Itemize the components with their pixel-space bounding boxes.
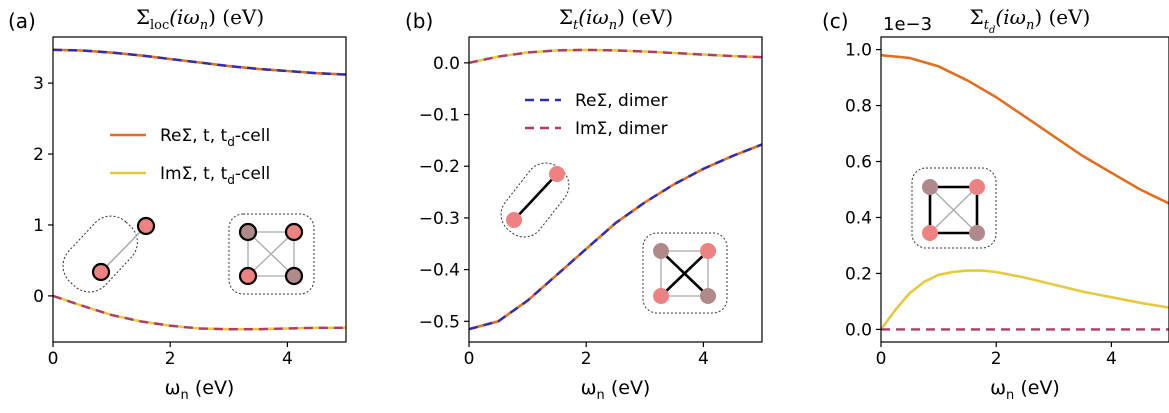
y-tick-label: 2 (33, 145, 44, 165)
y-tick-label: 1.0 (845, 41, 872, 61)
x-tick-label: 0 (48, 349, 59, 369)
inset-site-node (284, 266, 304, 286)
series-line-2 (469, 143, 762, 331)
legend-entry: ReΣ, dimer (575, 91, 668, 111)
y-tick-label: −0.2 (419, 157, 460, 177)
y-tick-label: −0.3 (419, 209, 460, 229)
y-tick-label: −0.1 (419, 106, 460, 126)
y-tick-label: 3 (33, 74, 44, 94)
series-line-1 (881, 53, 1169, 205)
x-tick-label: 2 (991, 349, 1002, 369)
series-line-2 (881, 269, 1169, 331)
panel-3: 0 2 4 0.0 0.2 0.4 0.6 0.8 1.0 ωn (eV) Σtd(iωn) (eV… (822, 5, 1169, 403)
inset-plaquette-boundary (228, 213, 315, 295)
inset-bond (660, 250, 709, 297)
inset-site-node (700, 243, 716, 259)
inset-site-node (91, 262, 111, 282)
y-tick-label: 0.2 (845, 264, 872, 284)
y-tick-label: 0.0 (433, 54, 460, 74)
inset-site-node (238, 266, 258, 286)
series-line-4 (469, 48, 762, 64)
inset-site-node (284, 222, 304, 242)
x-axis-label: ωn (eV) (990, 377, 1060, 403)
panel-2: 0 2 4 0.0 −0.1 −0.2 −0.3 −0.4 −0.5 ωn (eV) Σt(iωn)… (405, 5, 763, 403)
y-tick-label: 0.0 (845, 320, 872, 340)
inset-plaquette-boundary (642, 232, 728, 314)
x-tick-label: 4 (698, 349, 709, 369)
legend-entry: ImΣ, dimer (575, 119, 668, 139)
axes-frame (468, 36, 763, 343)
x-tick-label: 2 (581, 349, 592, 369)
chart-title: Σtd(iωn) (eV) (970, 5, 1091, 36)
x-tick-label: 2 (165, 349, 176, 369)
panel-label: (b) (405, 9, 433, 33)
inset-bond (247, 231, 295, 277)
y-tick-label: 0.8 (845, 97, 872, 117)
x-axis-label: ωn (eV) (165, 377, 235, 403)
x-tick-label: 4 (282, 349, 293, 369)
inset-site-node (238, 222, 258, 242)
x-tick-label: 0 (876, 349, 887, 369)
inset-site-node (653, 288, 669, 304)
y-tick-label: 1 (33, 216, 44, 236)
inset-site-node (922, 179, 938, 195)
axes-frame (52, 36, 347, 343)
axes-frame (880, 36, 1169, 343)
y-tick-label: −0.5 (419, 312, 460, 332)
inset-site-node (922, 225, 938, 241)
legend-entry: ReΣ, t, td-cell (160, 126, 270, 149)
series-line-3 (469, 48, 762, 65)
inset-site-node (700, 288, 716, 304)
series-line-3 (53, 294, 346, 331)
y-tick-label: −0.4 (419, 261, 460, 281)
panel-1: 0 2 4 0 1 2 3 ωn (eV) Σloc(iωn) (eV) (a) ReΣ, t, t… (8, 5, 347, 403)
legend-entry: ImΣ, t, td-cell (160, 164, 270, 187)
chart-title: Σt(iωn) (eV) (559, 5, 673, 33)
x-tick-label: 0 (464, 349, 475, 369)
panel-label: (a) (8, 9, 36, 33)
inset-dimer-boundary (500, 162, 570, 238)
x-axis-label: ωn (eV) (581, 377, 651, 403)
y-tick-label: 0.6 (845, 153, 872, 173)
series-line-2 (53, 48, 346, 76)
x-tick-label: 4 (1106, 349, 1117, 369)
inset-bond (100, 225, 147, 273)
series-line-1 (53, 48, 346, 76)
inset-dimer-boundary (62, 215, 138, 293)
inset-bond (513, 173, 558, 221)
inset-site-node (549, 166, 565, 182)
axis-offset-exponent: 1e−3 (883, 14, 932, 35)
inset-site-node (969, 225, 985, 241)
panel-label: (c) (822, 9, 849, 33)
inset-site-node (506, 212, 522, 228)
y-tick-label: 0.4 (845, 208, 872, 228)
chart-title: Σloc(iωn) (eV) (136, 5, 264, 33)
y-tick-label: 0 (33, 287, 44, 307)
inset-bond (929, 186, 978, 234)
inset-site-node (136, 216, 156, 236)
series-line-4 (53, 294, 346, 331)
inset-site-node (653, 243, 669, 259)
inset-plaquette-boundary (911, 167, 997, 249)
inset-site-node (969, 179, 985, 195)
series-line-1 (469, 143, 762, 331)
